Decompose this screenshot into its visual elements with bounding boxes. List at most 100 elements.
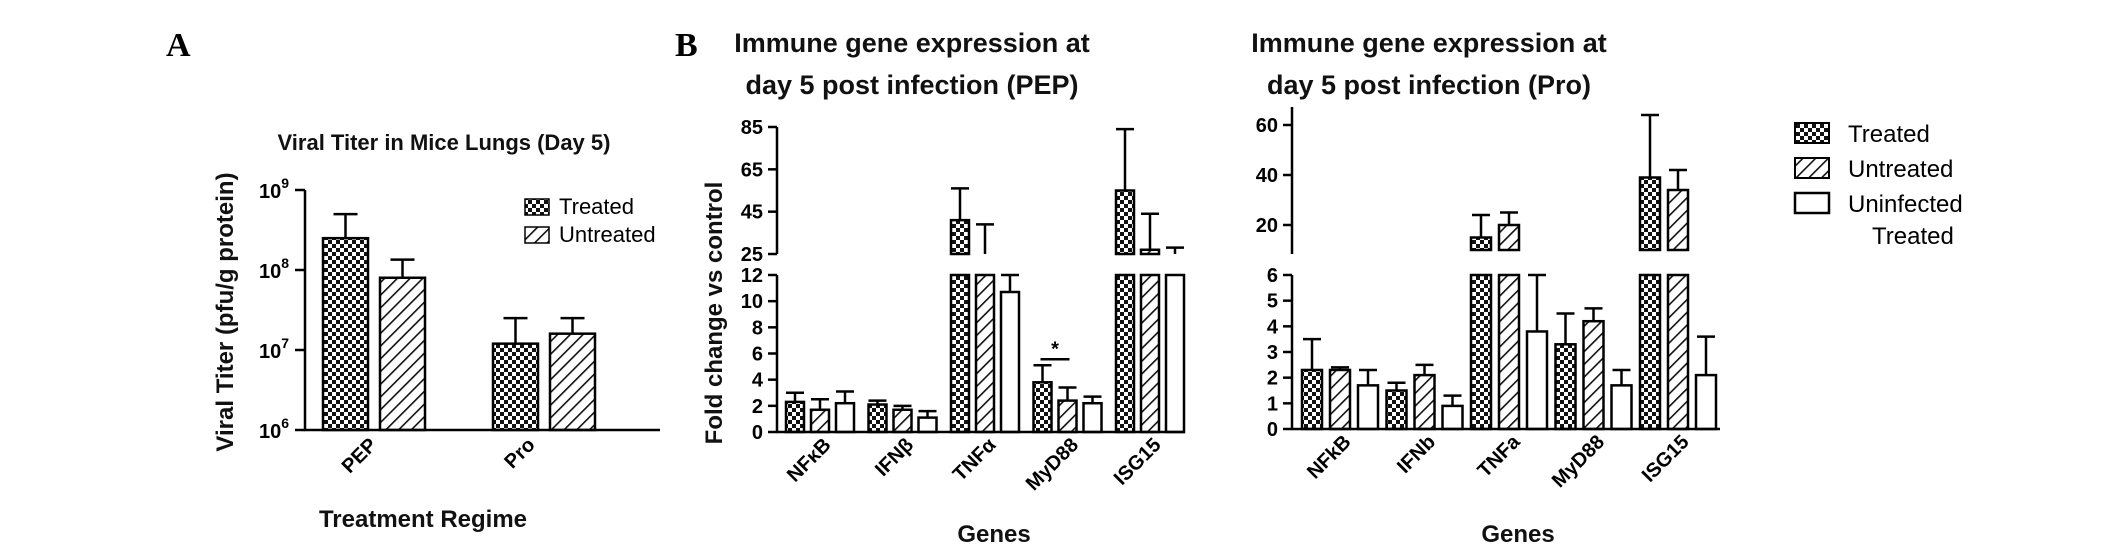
chart-b2-legend-uninfected: Uninfected bbox=[1848, 191, 1963, 218]
chart-b2-legend: Treated Untreated Uninfected Treated bbox=[1793, 121, 1963, 250]
chart-a-title: Viral Titer in Mice Lungs (Day 5) bbox=[278, 130, 611, 155]
chart-a-y-tick-label: 106 bbox=[259, 415, 289, 443]
chart-b2-title-line1: Immune gene expression at bbox=[1251, 28, 1607, 58]
chart-a-bar-treated-pro bbox=[491, 342, 540, 432]
chartB1-bar-untreated-isg15-lower bbox=[1139, 273, 1161, 434]
chartB1-bar-untreated-nf-b bbox=[809, 408, 831, 434]
chartB2-bar-uninfected-treated-myd88 bbox=[1610, 384, 1633, 431]
chartB1-y-tick-label: 85 bbox=[741, 117, 763, 139]
chart-a-x-axis-label: Treatment Regime bbox=[319, 506, 527, 533]
chartB1-bar-uninfected-treated-tnf bbox=[999, 290, 1021, 434]
chartB1-y-tick-label: 6 bbox=[752, 344, 763, 366]
chartB2-bar-treated-ifnb bbox=[1385, 389, 1408, 431]
chartB1-bar-treated-myd88 bbox=[1032, 381, 1053, 434]
chart-b2-axes bbox=[1290, 107, 1720, 431]
chart-a-x-tick-label: Pro bbox=[500, 434, 539, 473]
chartB2-x-tick-label: IFNb bbox=[1393, 431, 1440, 478]
chartB1-bar-treated-isg15-upper bbox=[1114, 189, 1136, 256]
chartB1-y-tick-label: 0 bbox=[752, 422, 763, 444]
chartB2-bar-treated-tnfa-upper bbox=[1469, 236, 1493, 252]
chart-b1-title-line2: day 5 post infection (PEP) bbox=[745, 70, 1078, 100]
chart-gene-expression-pep: Immune gene expression at day 5 post inf… bbox=[701, 28, 1186, 548]
chart-gene-expression-pro: Immune gene expression at day 5 post inf… bbox=[1251, 28, 1963, 548]
chartB1-y-tick-label: 45 bbox=[741, 202, 763, 224]
chartB1-y-tick-label: 2 bbox=[752, 396, 763, 418]
chartB2-bar-untreated-nfkb bbox=[1328, 368, 1352, 431]
chartB2-bar-uninfected-treated-isg15 bbox=[1694, 373, 1718, 431]
chartB2-bar-untreated-myd88 bbox=[1582, 319, 1605, 431]
chart-a-bar-untreated-pro bbox=[548, 332, 597, 432]
chartB2-y-tick-label: 1 bbox=[1267, 393, 1278, 415]
chartB1-bar-treated-nf-b bbox=[784, 400, 806, 434]
chartB2-x-tick-label: NFkB bbox=[1303, 431, 1355, 483]
chart-b2-legend-treated: Treated bbox=[1848, 121, 1930, 148]
chart-a-y-tick-label: 107 bbox=[259, 335, 289, 363]
chartB1-bar-untreated-ifn bbox=[892, 408, 913, 434]
chart-b2-title-line2: day 5 post infection (Pro) bbox=[1267, 70, 1591, 100]
chartB2-y-tick-label: 6 bbox=[1267, 265, 1278, 287]
chartB1-y-tick-label: 8 bbox=[752, 317, 763, 339]
chartB1-y-tick-label: 10 bbox=[741, 291, 763, 313]
chart-b2-legend-untreated: Untreated bbox=[1848, 156, 1953, 183]
chartB2-x-tick-label: TNFa bbox=[1474, 430, 1526, 482]
chart-b1-axes bbox=[775, 127, 1185, 434]
chartB1-x-tick-label: MyD88 bbox=[1022, 434, 1083, 495]
chartB1-y-tick-label: 65 bbox=[741, 159, 763, 181]
chartB1-x-tick-label: IFNβ bbox=[871, 434, 918, 481]
chartB1-bar-untreated-myd88 bbox=[1057, 399, 1078, 434]
chartB2-y-tick-label: 60 bbox=[1256, 115, 1278, 137]
chartB2-bar-uninfected-treated-ifnb bbox=[1441, 404, 1464, 431]
chartB2-bar-untreated-tnfa-upper bbox=[1497, 223, 1521, 252]
chartB1-x-tick-label: NFκB bbox=[783, 434, 836, 487]
chartB2-y-tick-label: 2 bbox=[1267, 368, 1278, 390]
chartB1-y-tick-label: 25 bbox=[741, 244, 763, 266]
chart-a-x-tick-label: PEP bbox=[338, 434, 382, 478]
chart-b2-legend-uninfected-treated: Treated bbox=[1872, 223, 1954, 250]
chartB1-bar-uninfected-treated-myd88 bbox=[1082, 401, 1103, 434]
chartB2-bar-untreated-isg15-lower bbox=[1666, 273, 1690, 431]
chart-b2-x-axis-label: Genes bbox=[1481, 521, 1554, 548]
chartB2-bar-untreated-tnfa-lower bbox=[1497, 273, 1521, 431]
chart-a-bar-treated-pep bbox=[321, 236, 370, 432]
chartB1-bar-treated-tnf-upper bbox=[949, 218, 971, 256]
chartB1-bar-treated-tnf-lower bbox=[949, 273, 971, 434]
chartB1-bar-untreated-isg15-upper bbox=[1139, 248, 1161, 256]
chart-a-legend-treated: Treated bbox=[559, 194, 634, 219]
chartB1-bar-uninfected-treated-isg15-lower bbox=[1164, 273, 1186, 434]
panel-letter-b: B bbox=[675, 27, 698, 64]
chartB2-y-tick-label: 20 bbox=[1256, 215, 1278, 237]
chartB2-y-tick-label: 4 bbox=[1267, 316, 1279, 338]
chartB2-bar-treated-myd88 bbox=[1554, 343, 1577, 431]
chart-b1-title-line1: Immune gene expression at bbox=[734, 28, 1090, 58]
chartB1-bar-treated-ifn bbox=[867, 403, 888, 434]
chart-a-y-tick-label: 108 bbox=[259, 255, 289, 283]
chartB2-bar-treated-tnfa-lower bbox=[1469, 273, 1493, 431]
chartB2-bar-uninfected-treated-tnfa bbox=[1525, 330, 1549, 431]
chartB2-y-tick-label: 0 bbox=[1267, 419, 1278, 441]
chart-a-axes bbox=[303, 190, 660, 432]
chartB2-bar-treated-isg15-lower bbox=[1638, 273, 1662, 431]
chartB2-bar-untreated-ifnb bbox=[1413, 373, 1436, 431]
chartB2-x-tick-label: ISG15 bbox=[1638, 431, 1694, 487]
chartB1-x-tick-label: TNFα bbox=[949, 433, 1001, 485]
chartB1-bar-uninfected-treated-ifn bbox=[917, 416, 938, 434]
chart-a-y-axis-label: Viral Titer (pfu/g protein) bbox=[212, 172, 239, 451]
chartB2-y-tick-label: 3 bbox=[1267, 342, 1278, 364]
chartB2-bar-untreated-isg15-upper bbox=[1666, 188, 1690, 252]
chart-b1-x-axis-label: Genes bbox=[957, 521, 1030, 548]
chart-b1-y-axis-label: Fold change vs control bbox=[701, 182, 728, 445]
chartB1-y-tick-label: 12 bbox=[741, 265, 763, 287]
chartB2-y-tick-label: 40 bbox=[1256, 165, 1278, 187]
chartB2-bar-treated-isg15-upper bbox=[1638, 176, 1662, 252]
chartB1-x-tick-label: ISG15 bbox=[1110, 434, 1166, 490]
chartB2-bar-uninfected-treated-nfkb bbox=[1356, 384, 1380, 431]
chartB2-bar-treated-nfkb bbox=[1300, 368, 1324, 431]
chart-a-y-tick-label: 109 bbox=[259, 175, 289, 203]
chartB1-significance-star: * bbox=[1051, 338, 1059, 360]
chartB1-bar-untreated-tnf-lower bbox=[974, 273, 996, 434]
chartB1-y-tick-label: 4 bbox=[752, 370, 764, 392]
chartB1-bar-treated-isg15-lower bbox=[1114, 273, 1136, 434]
chart-a-legend: Treated Untreated bbox=[524, 194, 656, 247]
chart-a-legend-untreated: Untreated bbox=[559, 222, 656, 247]
